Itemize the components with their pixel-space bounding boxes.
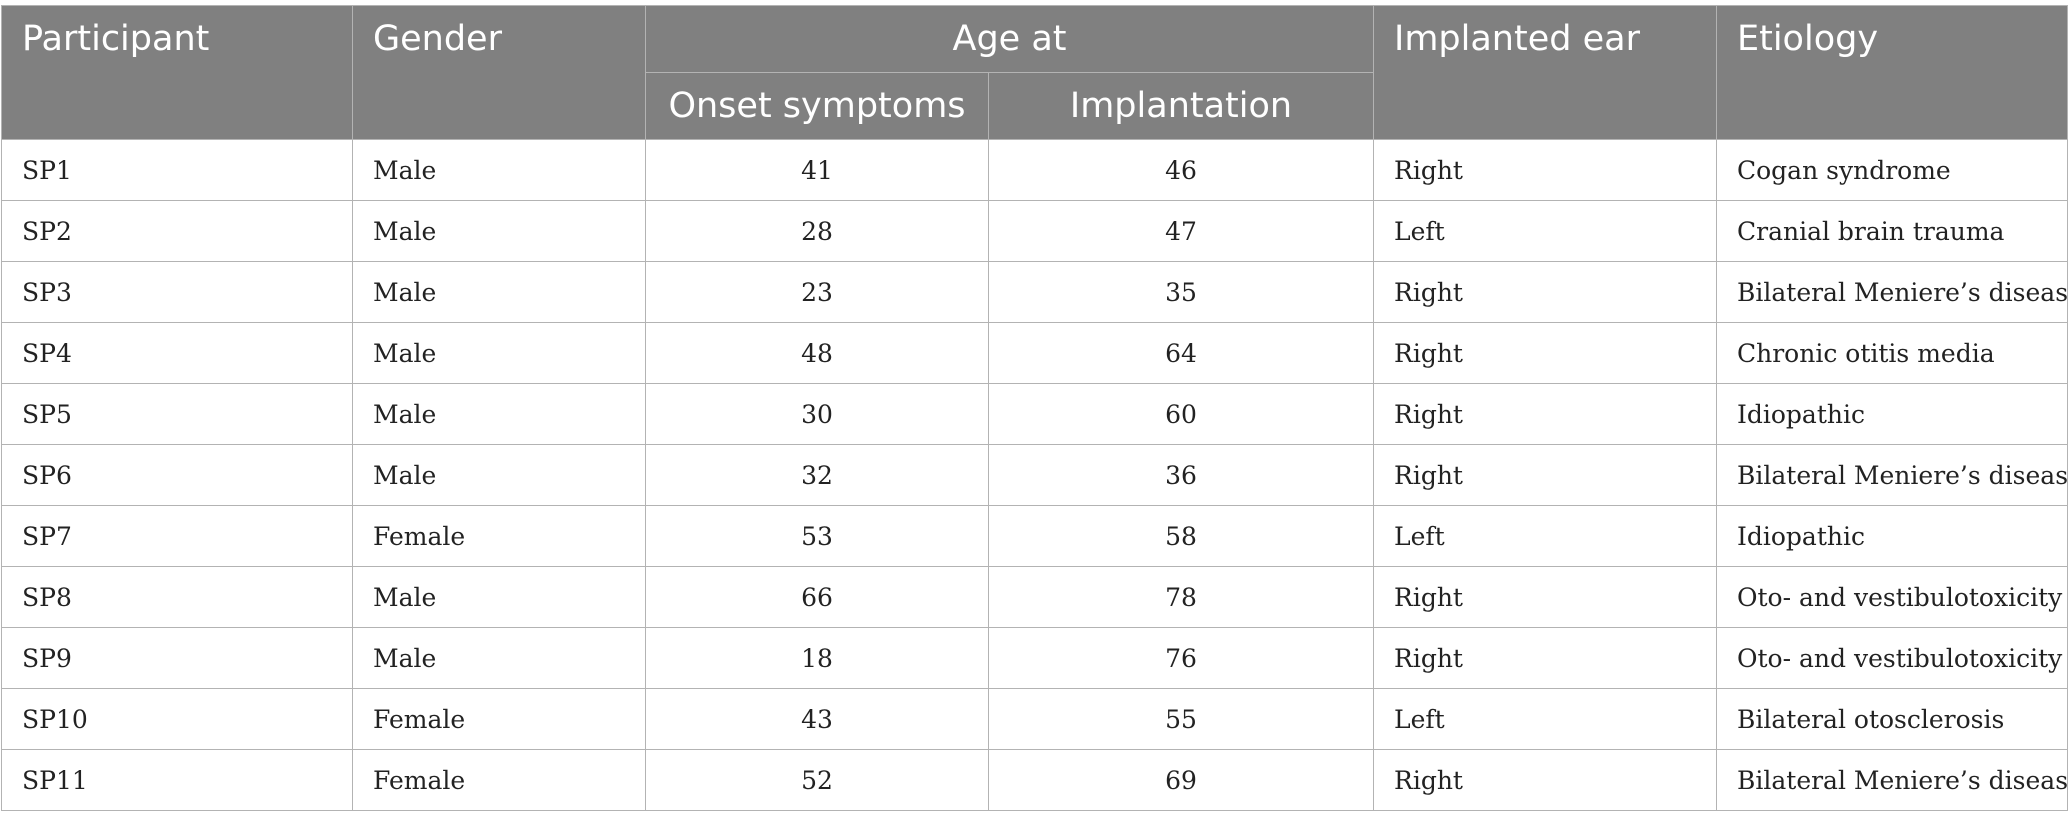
cell-gender: Female [352,749,646,811]
cell-participant: SP3 [1,261,353,323]
cell-etiology: Idiopathic [1716,383,2068,445]
cell-implanted-ear: Left [1373,200,1717,262]
cell-implantation-age: 58 [988,505,1374,567]
cell-etiology: Cranial brain trauma [1716,200,2068,262]
header-gender: Gender [352,5,646,140]
cell-participant: SP8 [1,566,353,628]
cell-implantation-age: 36 [988,444,1374,506]
cell-gender: Male [352,322,646,384]
cell-gender: Female [352,688,646,750]
table-row: SP6 Male 32 36 Right Bilateral Meniere’s dise… [1,444,2068,506]
cell-gender: Male [352,566,646,628]
cell-etiology: Bilateral Meniere’s disease [1716,261,2068,323]
cell-gender: Male [352,261,646,323]
cell-etiology: Oto- and vestibulotoxicity [1716,627,2068,689]
participants-table: Participant Gender Age at Implanted ear … [1,5,2068,811]
cell-onset-age: 53 [645,505,989,567]
cell-participant: SP4 [1,322,353,384]
cell-implanted-ear: Right [1373,444,1717,506]
cell-implantation-age: 76 [988,627,1374,689]
cell-implantation-age: 46 [988,139,1374,201]
table-row: SP10 Female 43 55 Left Bilateral otosclerosis [1,688,2068,750]
cell-participant: SP10 [1,688,353,750]
table-row: SP9 Male 18 76 Right Oto- and vestibulotoxici… [1,627,2068,689]
cell-onset-age: 52 [645,749,989,811]
cell-onset-age: 66 [645,566,989,628]
table-row: SP11 Female 52 69 Right Bilateral Meniere’s d… [1,749,2068,811]
cell-onset-age: 48 [645,322,989,384]
cell-implantation-age: 69 [988,749,1374,811]
cell-implanted-ear: Left [1373,505,1717,567]
cell-etiology: Chronic otitis media [1716,322,2068,384]
cell-etiology: Bilateral Meniere’s disease [1716,749,2068,811]
table-row: SP1 Male 41 46 Right Cogan syndrome [1,139,2068,201]
cell-onset-age: 30 [645,383,989,445]
header-onset-symptoms: Onset symptoms [645,72,989,140]
table-row: SP8 Male 66 78 Right Oto- and vestibulotoxici… [1,566,2068,628]
header-implantation: Implantation [988,72,1374,140]
header-age-at: Age at [645,5,1374,73]
cell-implanted-ear: Right [1373,322,1717,384]
cell-implanted-ear: Right [1373,261,1717,323]
cell-onset-age: 32 [645,444,989,506]
cell-implanted-ear: Right [1373,627,1717,689]
cell-gender: Male [352,200,646,262]
cell-implantation-age: 47 [988,200,1374,262]
table-row: SP3 Male 23 35 Right Bilateral Meniere’s dise… [1,261,2068,323]
header-etiology: Etiology [1716,5,2068,140]
cell-implantation-age: 55 [988,688,1374,750]
cell-etiology: Bilateral Meniere’s disease [1716,444,2068,506]
cell-gender: Male [352,139,646,201]
cell-implantation-age: 35 [988,261,1374,323]
table-row: SP4 Male 48 64 Right Chronic otitis media [1,322,2068,384]
cell-onset-age: 28 [645,200,989,262]
cell-participant: SP5 [1,383,353,445]
table-row: SP7 Female 53 58 Left Idiopathic [1,505,2068,567]
cell-implantation-age: 78 [988,566,1374,628]
table-row: SP2 Male 28 47 Left Cranial brain trauma [1,200,2068,262]
table-row: SP5 Male 30 60 Right Idiopathic [1,383,2068,445]
cell-implantation-age: 60 [988,383,1374,445]
table-body: SP1 Male 41 46 Right Cogan syndrome SP2 Male 28 4… [1,139,2068,811]
cell-etiology: Oto- and vestibulotoxicity [1716,566,2068,628]
cell-onset-age: 18 [645,627,989,689]
cell-participant: SP2 [1,200,353,262]
cell-implanted-ear: Right [1373,139,1717,201]
cell-onset-age: 23 [645,261,989,323]
cell-etiology: Bilateral otosclerosis [1716,688,2068,750]
cell-implanted-ear: Left [1373,688,1717,750]
cell-gender: Male [352,444,646,506]
cell-gender: Female [352,505,646,567]
cell-implantation-age: 64 [988,322,1374,384]
cell-participant: SP1 [1,139,353,201]
header-participant: Participant [1,5,353,140]
cell-gender: Male [352,383,646,445]
cell-gender: Male [352,627,646,689]
cell-participant: SP11 [1,749,353,811]
header-implanted-ear: Implanted ear [1373,5,1717,140]
cell-participant: SP7 [1,505,353,567]
cell-participant: SP9 [1,627,353,689]
cell-etiology: Cogan syndrome [1716,139,2068,201]
cell-etiology: Idiopathic [1716,505,2068,567]
table-header: Participant Gender Age at Implanted ear … [1,5,2068,140]
cell-implanted-ear: Right [1373,383,1717,445]
cell-participant: SP6 [1,444,353,506]
cell-onset-age: 41 [645,139,989,201]
cell-implanted-ear: Right [1373,749,1717,811]
cell-implanted-ear: Right [1373,566,1717,628]
cell-onset-age: 43 [645,688,989,750]
